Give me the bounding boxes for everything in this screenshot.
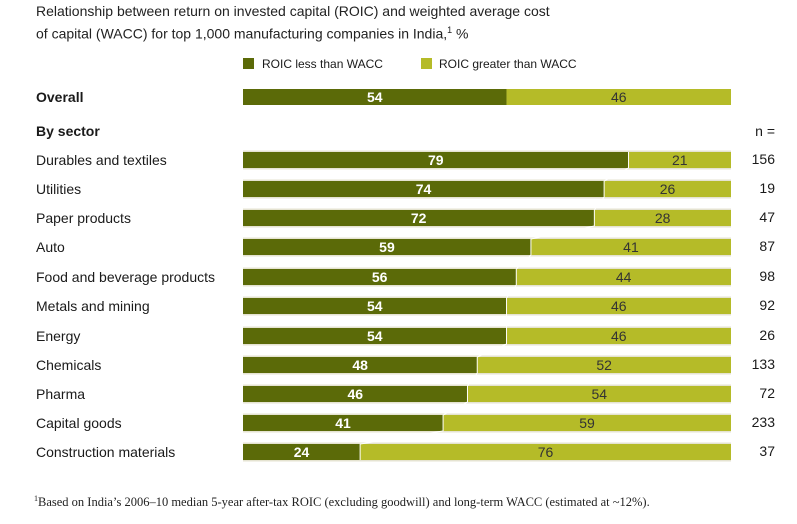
- value-label-roic-less: 24: [294, 444, 310, 460]
- bar-roic-less: [243, 239, 531, 255]
- overall-value-roic-less: 54: [367, 89, 383, 105]
- footnote: 1Based on India’s 2006–10 median 5-year …: [34, 494, 650, 510]
- bar-roic-less: [243, 152, 629, 168]
- n-value: 233: [752, 414, 776, 430]
- title-footnote-marker: 1: [447, 25, 453, 35]
- legend-label-roic-less: ROIC less than WACC: [262, 57, 383, 71]
- bar-roic-greater: [604, 181, 731, 197]
- bar-roic-greater: [360, 444, 731, 460]
- bar-roic-less: [243, 210, 595, 226]
- category-label: Metals and mining: [36, 298, 150, 314]
- category-label: Capital goods: [36, 415, 122, 431]
- title-line-1: Relationship between return on invested …: [36, 3, 550, 19]
- chart-title: Relationship between return on invested …: [36, 2, 656, 44]
- legend-label-roic-greater: ROIC greater than WACC: [439, 57, 577, 71]
- value-label-roic-greater: 46: [611, 328, 627, 344]
- value-label-roic-less: 79: [428, 152, 444, 168]
- bar-roic-greater: [467, 386, 731, 402]
- n-value: 37: [759, 443, 775, 459]
- category-label: Durables and textiles: [36, 152, 167, 168]
- value-label-roic-less: 54: [367, 298, 383, 314]
- value-label-roic-less: 41: [335, 415, 351, 431]
- value-label-roic-greater: 52: [596, 357, 612, 373]
- overall-label: Overall: [36, 89, 83, 105]
- n-value: 156: [752, 151, 776, 167]
- overall-bar-roic-less: [243, 89, 507, 105]
- bar-roic-greater: [443, 415, 731, 431]
- bar-roic-less: [243, 269, 517, 285]
- n-value: 72: [759, 385, 775, 401]
- section-header-by-sector: By sector: [36, 123, 100, 139]
- category-label: Utilities: [36, 181, 81, 197]
- bar-roic-less: [243, 415, 444, 431]
- value-label-roic-greater: 21: [672, 152, 688, 168]
- n-value: 19: [759, 180, 775, 196]
- n-value: 87: [759, 238, 775, 254]
- category-label: Food and beverage products: [36, 269, 215, 285]
- value-label-roic-less: 59: [379, 239, 395, 255]
- title-unit: %: [452, 25, 469, 42]
- value-label-roic-less: 72: [411, 210, 427, 226]
- value-label-roic-greater: 59: [579, 415, 595, 431]
- category-label: Energy: [36, 328, 80, 344]
- n-value: 133: [752, 356, 776, 372]
- category-label: Construction materials: [36, 444, 175, 460]
- n-value: 98: [759, 268, 775, 284]
- value-label-roic-less: 54: [367, 328, 383, 344]
- n-header: n =: [755, 123, 775, 139]
- bar-roic-less: [243, 357, 478, 373]
- value-label-roic-greater: 46: [611, 298, 627, 314]
- bar-roic-greater: [477, 357, 731, 373]
- bar-roic-greater: [506, 328, 731, 344]
- bar-roic-less: [243, 444, 361, 460]
- category-label: Pharma: [36, 386, 85, 402]
- title-line-2: of capital (WACC) for top 1,000 manufact…: [36, 25, 448, 42]
- overall-value-roic-greater: 46: [611, 89, 627, 105]
- bar-roic-less: [243, 181, 605, 197]
- category-label: Chemicals: [36, 357, 101, 373]
- bar-roic-greater: [530, 239, 731, 255]
- value-label-roic-greater: 76: [538, 444, 554, 460]
- value-label-roic-less: 46: [347, 386, 363, 402]
- bar-roic-greater: [594, 210, 731, 226]
- footnote-marker: 1: [34, 494, 38, 503]
- value-label-roic-greater: 41: [623, 239, 639, 255]
- value-label-roic-greater: 26: [660, 181, 676, 197]
- n-value: 92: [759, 297, 775, 313]
- bar-roic-less: [243, 298, 507, 314]
- bar-roic-greater: [516, 269, 731, 285]
- category-label: Paper products: [36, 210, 131, 226]
- split-connector-line: [359, 152, 630, 460]
- legend-swatch-roic-greater: [421, 58, 432, 69]
- n-value: 26: [759, 327, 775, 343]
- value-label-roic-less: 48: [352, 357, 368, 373]
- footnote-text: Based on India’s 2006–10 median 5-year a…: [38, 495, 650, 510]
- bar-roic-greater: [628, 152, 731, 168]
- value-label-roic-greater: 28: [655, 210, 671, 226]
- bar-roic-less: [243, 386, 468, 402]
- value-label-roic-greater: 44: [616, 269, 632, 285]
- overall-bar-roic-greater: [506, 89, 731, 105]
- value-label-roic-less: 74: [416, 181, 432, 197]
- bar-roic-greater: [506, 298, 731, 314]
- legend-swatch-roic-less: [243, 58, 254, 69]
- n-value: 47: [759, 209, 775, 225]
- value-label-roic-greater: 54: [591, 386, 607, 402]
- category-label: Auto: [36, 239, 65, 255]
- value-label-roic-less: 56: [372, 269, 388, 285]
- bar-roic-less: [243, 328, 507, 344]
